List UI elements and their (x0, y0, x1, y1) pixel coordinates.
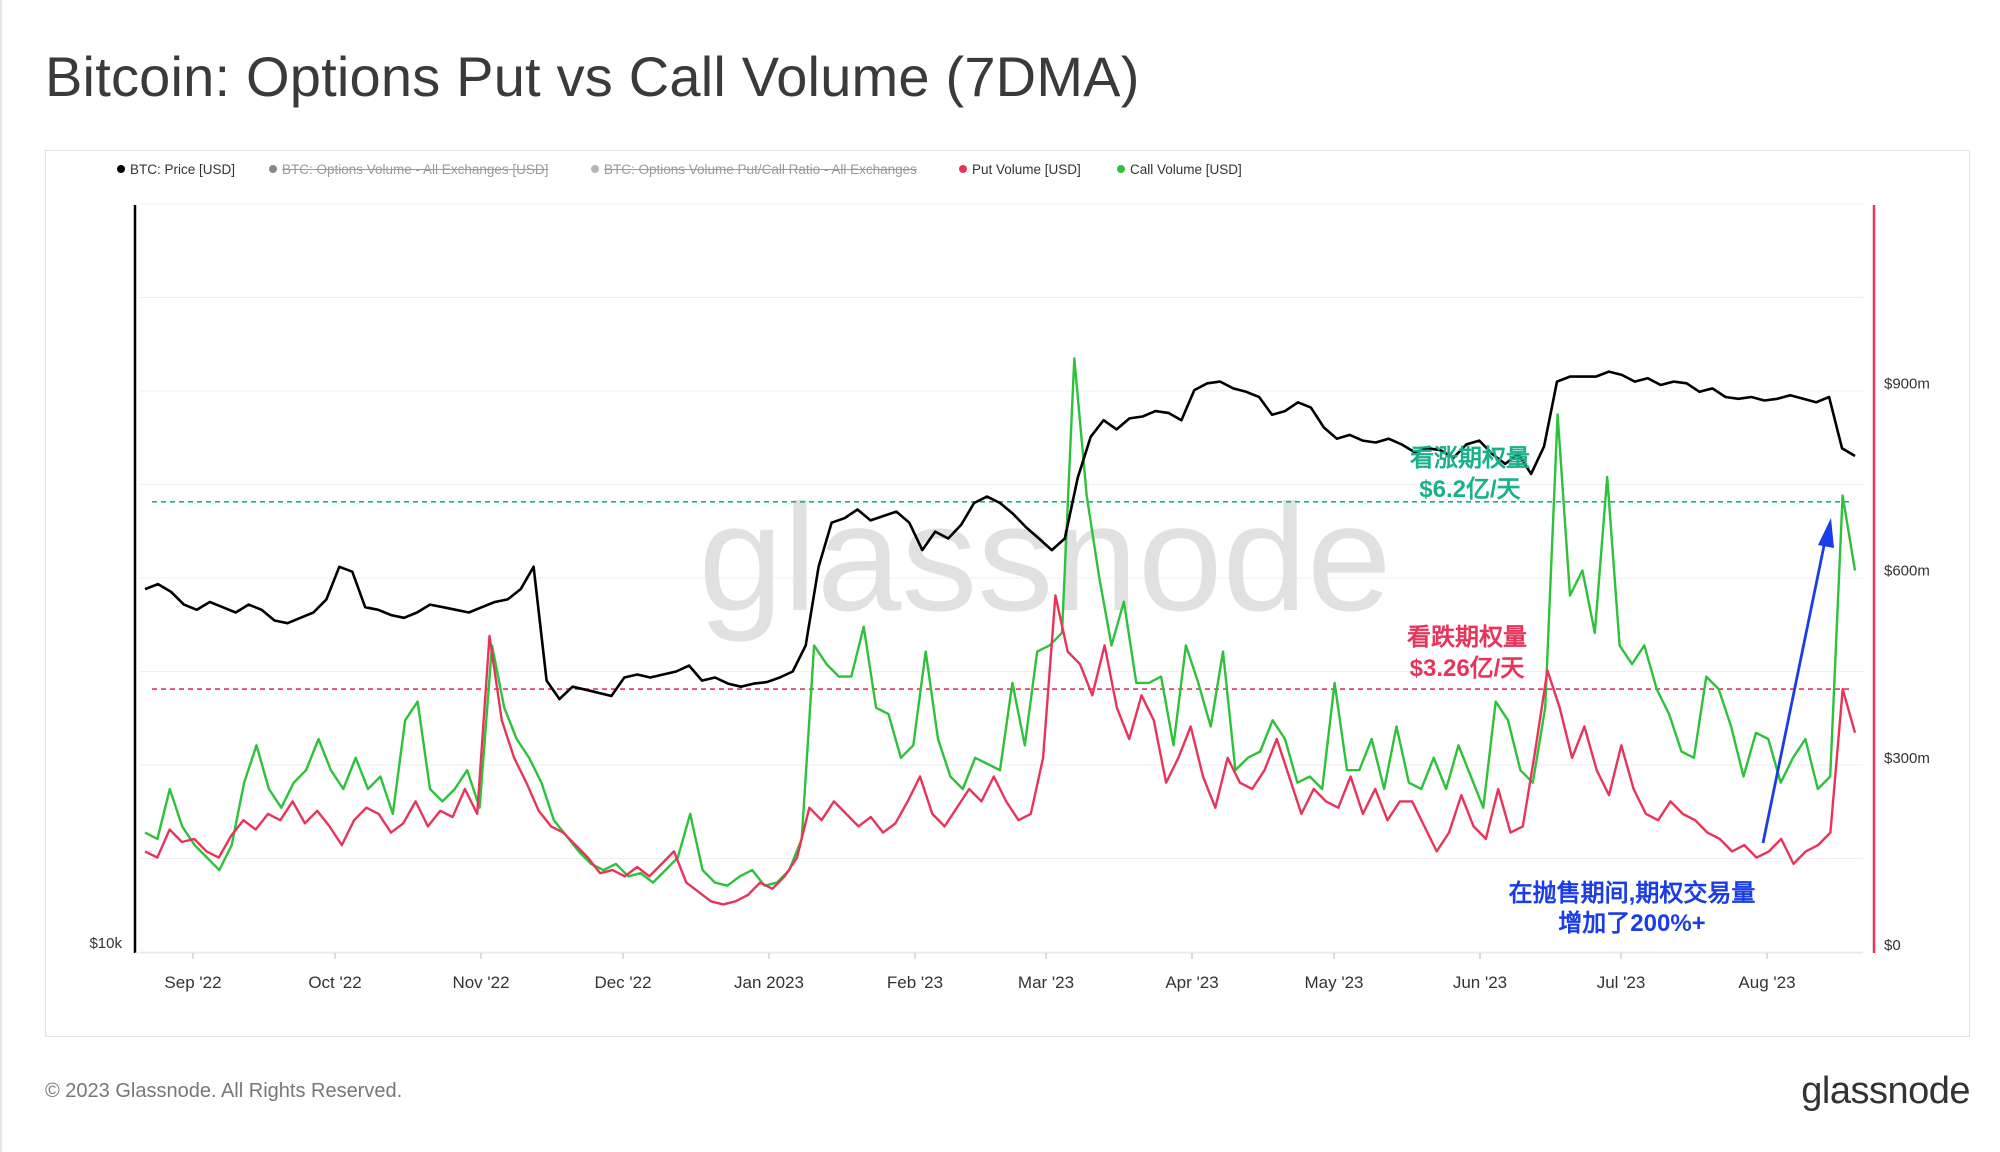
legend-label: Put Volume [USD] (972, 162, 1081, 177)
copyright: © 2023 Glassnode. All Rights Reserved. (45, 1080, 403, 1102)
x-axis-tick-label: Sep '22 (164, 973, 221, 992)
legend-item-put-call-ratio[interactable]: BTC: Options Volume Put/Call Ratio - All… (591, 162, 917, 177)
x-axis-tick-label: Aug '23 (1738, 973, 1795, 992)
x-axis-tick-label: Oct '22 (308, 973, 361, 992)
x-axis-tick-label: Nov '22 (452, 973, 509, 992)
x-axis-ticks: Sep '22 Oct '22 Nov '22 Dec '22 Jan 2023 Feb … (164, 953, 1796, 992)
legend-label: BTC: Options Volume - All Exchanges [USD… (282, 162, 549, 177)
x-axis-tick-label: Apr '23 (1165, 973, 1218, 992)
call-annotation-line2: $6.2亿/天 (1419, 476, 1520, 503)
y-axis-ticks: $0 $300m $600m $900m $10k (89, 375, 1929, 954)
gridlines (140, 203, 1863, 953)
x-axis-tick-label: Mar '23 (1018, 973, 1074, 992)
x-axis-tick-label: Jun '23 (1453, 973, 1507, 992)
sell-annotation-arrow (1761, 535, 1828, 844)
legend-dot-put-volume-icon (959, 165, 967, 174)
x-axis-tick-label: Feb '23 (887, 973, 943, 992)
page-title: Bitcoin: Options Put vs Call Volume (7DM… (45, 45, 1140, 108)
right-axis-tick-label: $300m (1884, 750, 1930, 767)
legend-dot-options-volume-icon (269, 165, 277, 174)
call-annotation-line1: 看涨期权量 (1410, 445, 1530, 472)
reference-lines (152, 500, 1852, 690)
legend-dot-price-icon (117, 165, 125, 174)
legend-label: BTC: Options Volume Put/Call Ratio - All… (604, 162, 917, 177)
sell-annotation-line1: 在抛售期间,期权交易量 (1509, 879, 1756, 907)
x-axis-tick-label: Jul '23 (1597, 973, 1646, 992)
legend-item-call-volume[interactable]: Call Volume [USD] (1117, 162, 1242, 177)
left-axis-tick-label: $10k (89, 935, 122, 952)
x-axis-tick-label: Dec '22 (594, 973, 651, 992)
right-axis-tick-label: $900m (1884, 375, 1930, 392)
put-annotation-line1: 看跌期权量 (1407, 624, 1527, 651)
series-put-volume (144, 594, 1857, 906)
x-axis-tick-label: May '23 (1305, 973, 1364, 992)
legend-dot-call-volume-icon (1117, 165, 1125, 174)
right-axis-tick-label: $0 (1884, 937, 1901, 954)
legend-label: Call Volume [USD] (1130, 162, 1242, 177)
legend-dot-put-call-ratio-icon (591, 165, 599, 174)
glassnode-logo: glassnode (1801, 1070, 1970, 1112)
legend-item-put-volume[interactable]: Put Volume [USD] (959, 162, 1081, 177)
series-btc-price (144, 370, 1856, 701)
right-axis-tick-label: $600m (1884, 563, 1930, 580)
left-edge-line (0, 0, 2, 1152)
put-annotation-line2: $3.26亿/天 (1410, 655, 1525, 682)
x-axis-tick-label: Jan 2023 (734, 973, 804, 992)
legend-label: BTC: Price [USD] (130, 162, 236, 177)
watermark: glassnode (699, 473, 1392, 643)
series-call-volume (144, 357, 1857, 887)
legend-item-price[interactable]: BTC: Price [USD] (117, 162, 235, 177)
arrow-head-icon (1818, 518, 1834, 548)
legend-item-options-volume[interactable]: BTC: Options Volume - All Exchanges [USD… (269, 162, 548, 177)
sell-annotation-line2: 增加了200%+ (1558, 909, 1705, 937)
